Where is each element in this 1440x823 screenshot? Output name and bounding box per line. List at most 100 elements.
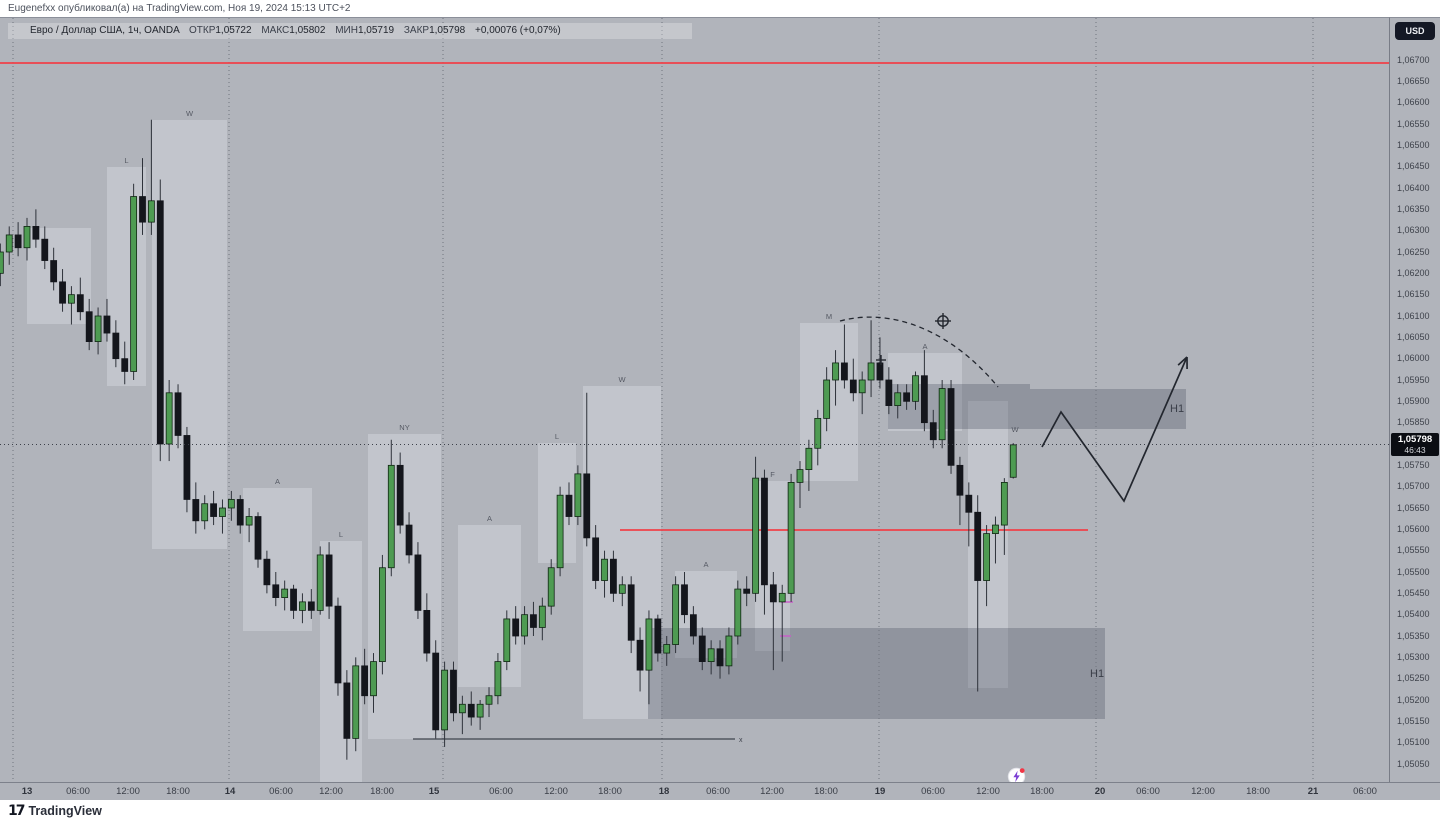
candle-up xyxy=(441,669,448,731)
candle-down xyxy=(903,392,911,402)
zone-box xyxy=(888,384,1030,429)
supply-demand-zones xyxy=(648,384,1186,719)
candle-up xyxy=(378,567,386,663)
footer: 17 TradingView xyxy=(0,800,1440,823)
chart-plot-area[interactable]: x L W A L NY A L W A F M A H1 H1 W Евро / Доллар США, … xyxy=(0,17,1389,805)
candle-up xyxy=(805,447,813,471)
time-axis[interactable]: 13 06:00 12:00 18:00 14 06:00 12:00 18:00 15 06:0… xyxy=(0,782,1440,802)
candle-down xyxy=(761,477,768,586)
candle-down xyxy=(965,494,973,513)
price-tick-label: 1,05850 xyxy=(1397,417,1430,428)
time-tick-label: 12:00 xyxy=(976,786,1000,797)
candle-down xyxy=(396,464,404,526)
time-tick-label: 19 xyxy=(874,786,886,797)
badge-price: 1,05798 xyxy=(1397,433,1433,445)
candle-down xyxy=(974,511,982,581)
time-tick-label: 18:00 xyxy=(1246,786,1270,797)
symbol-legend[interactable]: Евро / Доллар США, 1ч, OANDA ОТКР1,05722… xyxy=(8,23,692,39)
candle-up xyxy=(352,665,360,739)
structure-box xyxy=(458,525,521,687)
candle-down xyxy=(689,614,697,637)
candle-up xyxy=(556,494,564,569)
price-tick-label: 1,05500 xyxy=(1397,566,1430,577)
price-axis[interactable]: USD 1,05798 46:43 1,06700 1,06650 1,06600 1… xyxy=(1389,17,1440,783)
candle-up xyxy=(663,644,671,654)
candle-up xyxy=(219,507,226,517)
candle-down xyxy=(876,362,884,381)
tradingview-logo-text: TradingView xyxy=(28,804,102,818)
candle-up xyxy=(894,392,902,407)
candle-down xyxy=(929,422,937,441)
economic-event-icon[interactable] xyxy=(1007,767,1026,786)
candle-up xyxy=(130,196,138,372)
candle-up xyxy=(983,533,990,581)
attribution-text: Eugenefxx опубликовал(а) на TradingView.… xyxy=(8,3,351,14)
candle-down xyxy=(307,601,315,611)
candle-down xyxy=(121,358,129,372)
candle-down xyxy=(156,200,164,445)
candle-down xyxy=(849,379,857,394)
candle-down xyxy=(467,703,475,718)
plus-marker-icon xyxy=(876,355,886,365)
candle-down xyxy=(769,584,777,603)
candle-down xyxy=(565,494,573,517)
candle-down xyxy=(236,499,244,526)
candle-down xyxy=(698,635,706,663)
candle-down xyxy=(450,669,457,714)
candle-up xyxy=(574,473,582,517)
candle-up xyxy=(672,584,680,645)
close-label: ЗАКР xyxy=(403,25,430,36)
candle-up xyxy=(707,648,715,663)
projection-zigzag-arrow xyxy=(1041,356,1188,503)
usd-currency-button[interactable]: USD xyxy=(1395,22,1435,40)
candle-up xyxy=(752,477,759,594)
tradingview-logo[interactable]: 17 TradingView xyxy=(8,803,102,819)
candle-down xyxy=(263,558,271,586)
candle-down xyxy=(414,554,422,611)
candle-down xyxy=(325,554,333,607)
change-value: +0,00076 (+0,07%) xyxy=(475,25,561,36)
candle-down xyxy=(210,503,217,517)
candlestick-chart[interactable]: x L W A L NY A L W A F M A H1 H1 W xyxy=(0,18,1389,783)
candle-down xyxy=(636,639,644,671)
box-label: L xyxy=(555,432,559,441)
price-tick-label: 1,05300 xyxy=(1397,651,1430,662)
price-tick-label: 1,05200 xyxy=(1397,694,1430,705)
time-tick-label: 06:00 xyxy=(489,786,513,797)
candle-up xyxy=(618,584,626,594)
high-label: МАКС xyxy=(261,25,290,36)
candle-up xyxy=(832,362,839,381)
time-tick-label: 20 xyxy=(1094,786,1106,797)
candle-down xyxy=(139,196,146,223)
dashed-arc-drawing xyxy=(839,316,999,388)
time-tick-label: 18:00 xyxy=(1030,786,1054,797)
price-tick-label: 1,05250 xyxy=(1397,673,1430,684)
badge-countdown: 46:43 xyxy=(1404,444,1426,455)
candle-up xyxy=(227,499,235,509)
candle-up xyxy=(734,588,742,637)
drawings[interactable] xyxy=(839,313,1188,503)
box-label: M xyxy=(826,312,832,321)
price-tick-label: 1,06400 xyxy=(1397,182,1430,193)
candle-up xyxy=(1000,482,1008,526)
candle-down xyxy=(272,584,280,599)
horizontal-level-lines[interactable]: x xyxy=(0,62,1389,744)
high-value: 1,05802 xyxy=(289,25,326,36)
price-tick-label: 1,05900 xyxy=(1397,395,1430,406)
candle-down xyxy=(956,464,964,496)
candle-down xyxy=(583,473,591,539)
time-tick-label: 06:00 xyxy=(269,786,293,797)
candle-down xyxy=(610,558,617,594)
lightning-icon xyxy=(1013,770,1020,783)
candle-up xyxy=(521,614,528,637)
candle-up xyxy=(787,482,795,594)
candle-down xyxy=(103,315,111,334)
candle-down xyxy=(592,537,600,581)
candle-down xyxy=(254,516,262,560)
box-label: A xyxy=(275,477,280,486)
current-price-badge: 1,05798 46:43 xyxy=(1391,432,1439,456)
time-tick-label: 21 xyxy=(1307,786,1319,797)
candle-down xyxy=(50,260,58,283)
candle-down xyxy=(947,388,955,466)
